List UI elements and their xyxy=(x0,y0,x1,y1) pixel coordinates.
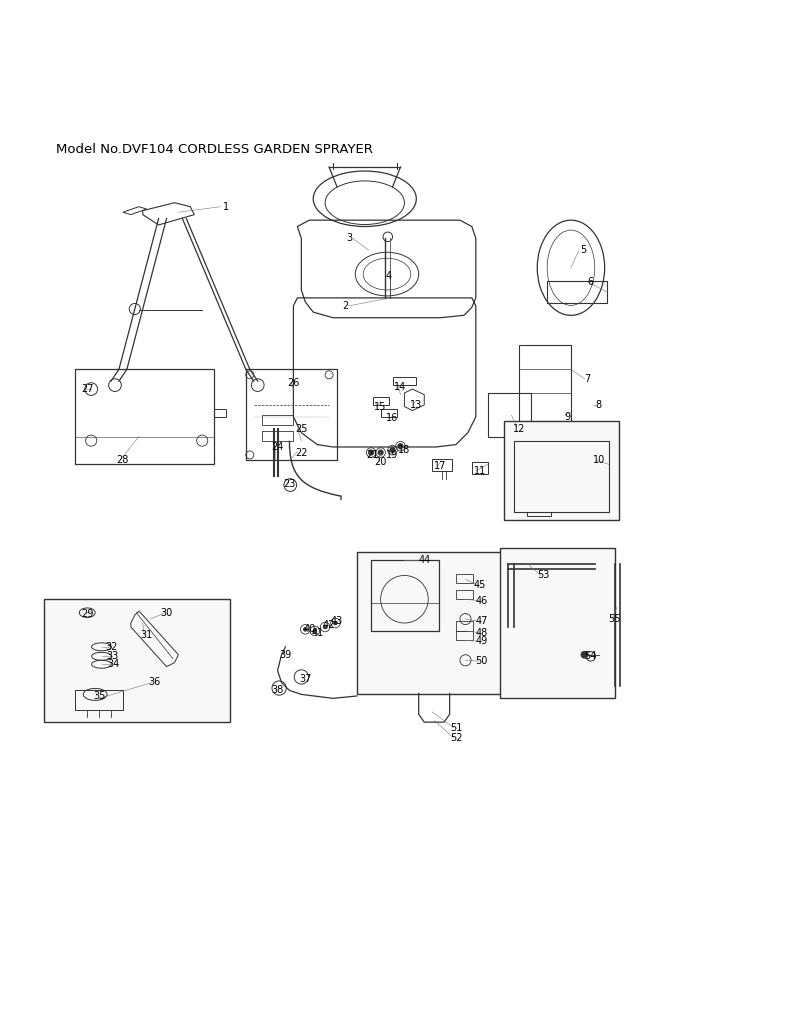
Bar xyxy=(456,622,473,631)
Text: 47: 47 xyxy=(475,616,488,627)
Circle shape xyxy=(324,626,327,629)
Text: 54: 54 xyxy=(584,651,597,662)
Circle shape xyxy=(581,651,588,657)
Text: 32: 32 xyxy=(105,642,117,652)
Text: 22: 22 xyxy=(295,447,308,458)
Text: 12: 12 xyxy=(513,424,526,434)
Text: 30: 30 xyxy=(160,607,173,617)
Bar xyxy=(432,459,452,471)
Circle shape xyxy=(390,447,395,453)
Text: 20: 20 xyxy=(374,457,387,467)
Text: 40: 40 xyxy=(303,625,316,634)
Bar xyxy=(44,599,230,722)
Text: 5: 5 xyxy=(580,246,586,255)
Text: 14: 14 xyxy=(394,382,407,392)
Text: 16: 16 xyxy=(386,414,399,424)
Text: 38: 38 xyxy=(271,685,284,695)
Text: 50: 50 xyxy=(475,656,488,666)
Text: 3: 3 xyxy=(346,233,352,244)
Text: 4: 4 xyxy=(385,271,392,282)
Bar xyxy=(472,462,488,474)
Text: 42: 42 xyxy=(323,621,335,631)
Bar xyxy=(357,552,504,694)
Circle shape xyxy=(398,443,403,449)
Bar xyxy=(514,440,609,512)
Text: 43: 43 xyxy=(331,616,343,627)
Bar xyxy=(371,559,439,631)
Text: 51: 51 xyxy=(450,723,462,733)
Text: 13: 13 xyxy=(410,400,423,410)
Bar xyxy=(246,370,337,461)
Text: 9: 9 xyxy=(564,412,570,422)
Text: 21: 21 xyxy=(366,450,379,460)
Text: 29: 29 xyxy=(81,608,94,618)
Text: 55: 55 xyxy=(608,614,621,624)
Bar xyxy=(547,282,607,303)
Text: 11: 11 xyxy=(473,466,486,476)
Text: 26: 26 xyxy=(287,378,300,388)
Text: 28: 28 xyxy=(117,456,129,466)
Text: 27: 27 xyxy=(81,384,94,394)
Circle shape xyxy=(313,630,316,633)
Text: 15: 15 xyxy=(374,402,387,413)
Text: 33: 33 xyxy=(106,651,119,662)
Text: 19: 19 xyxy=(386,450,399,460)
Text: 10: 10 xyxy=(592,456,605,466)
Circle shape xyxy=(304,628,307,631)
Bar xyxy=(262,416,293,425)
Circle shape xyxy=(378,451,383,455)
Text: 17: 17 xyxy=(434,461,446,471)
Text: 18: 18 xyxy=(398,445,411,455)
Text: 36: 36 xyxy=(148,678,161,687)
Text: 44: 44 xyxy=(418,555,431,564)
Text: 35: 35 xyxy=(93,691,105,701)
Bar xyxy=(262,431,293,440)
Bar xyxy=(500,548,615,698)
Text: Model No.DVF104 CORDLESS GARDEN SPRAYER: Model No.DVF104 CORDLESS GARDEN SPRAYER xyxy=(56,143,373,157)
Bar xyxy=(488,393,531,436)
Text: 2: 2 xyxy=(342,301,348,311)
Text: 46: 46 xyxy=(475,596,488,606)
Text: 24: 24 xyxy=(271,442,284,452)
Text: 8: 8 xyxy=(596,400,602,410)
Text: 39: 39 xyxy=(279,650,292,659)
Text: 37: 37 xyxy=(299,674,312,684)
Text: 7: 7 xyxy=(584,374,590,384)
Text: 49: 49 xyxy=(475,636,488,646)
Text: 34: 34 xyxy=(107,659,120,670)
Bar xyxy=(456,573,473,584)
Bar xyxy=(75,690,123,711)
Text: 53: 53 xyxy=(537,570,550,581)
Text: 52: 52 xyxy=(450,733,462,743)
Circle shape xyxy=(334,622,337,625)
Text: 6: 6 xyxy=(588,278,594,287)
Text: 23: 23 xyxy=(283,479,296,489)
Text: 45: 45 xyxy=(473,580,486,590)
Bar xyxy=(504,421,619,520)
Bar xyxy=(456,590,473,599)
Bar xyxy=(456,631,473,640)
Circle shape xyxy=(369,451,374,455)
Text: 31: 31 xyxy=(140,630,153,640)
Bar xyxy=(75,370,214,465)
Text: 25: 25 xyxy=(295,424,308,434)
Text: 48: 48 xyxy=(475,628,488,638)
Text: 41: 41 xyxy=(311,628,324,638)
Text: 1: 1 xyxy=(223,202,229,212)
